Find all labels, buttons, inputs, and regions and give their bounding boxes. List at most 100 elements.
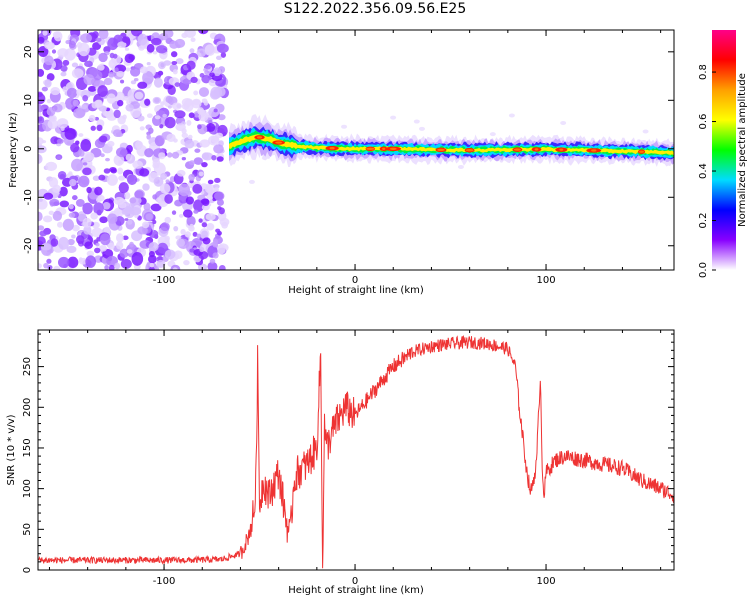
noise-blob	[118, 175, 126, 181]
noise-blob	[172, 69, 178, 75]
noise-blob	[50, 238, 59, 247]
noise-blob	[153, 176, 164, 187]
noise-blob	[139, 168, 150, 177]
noise-blob	[148, 127, 154, 134]
spectrogram-xlabel: Height of straight line (km)	[288, 285, 424, 296]
noise-blob	[212, 241, 219, 248]
noise-blob	[159, 183, 171, 194]
spectrogram-panel	[38, 30, 674, 270]
noise-blob	[68, 204, 74, 210]
noise-blob	[189, 223, 194, 229]
noise-blob	[152, 194, 158, 200]
signal-peak	[513, 148, 521, 151]
signal-peak	[275, 141, 283, 144]
noise-blob	[174, 82, 181, 87]
noise-blob	[149, 262, 155, 268]
snr-ytick-label: 200	[22, 398, 33, 417]
noise-blob	[186, 215, 196, 227]
noise-blob	[176, 169, 186, 177]
noise-blob	[216, 244, 226, 255]
signal-peak	[389, 147, 397, 150]
noise-blob	[107, 37, 119, 51]
noise-blob	[44, 41, 55, 50]
noise-blob	[48, 210, 54, 216]
noise-blob	[98, 30, 109, 40]
noise-blob	[73, 108, 86, 119]
noise-blob	[216, 156, 224, 162]
noise-blob	[78, 257, 83, 263]
noise-blob	[201, 204, 210, 211]
noise-blob	[46, 73, 55, 81]
noise-blob	[170, 51, 178, 58]
noise-blob	[130, 30, 143, 37]
snr-ytick-label: 150	[22, 438, 33, 457]
noise-blob	[198, 218, 203, 223]
chart-title: S122.2022.356.09.56.E25	[283, 1, 467, 17]
noise-blob	[105, 157, 110, 162]
colorbar	[712, 30, 736, 270]
noise-blob	[67, 256, 79, 269]
noise-blob	[62, 218, 74, 231]
noise-blob	[82, 167, 92, 176]
noise-blob	[173, 138, 178, 143]
noise-blob	[98, 52, 108, 63]
noise-blob	[215, 228, 221, 233]
colorbar-tick-label: 0.6	[698, 114, 709, 130]
noise-blob	[199, 246, 205, 253]
spectrogram-xtick-label: 0	[352, 275, 358, 286]
noise-blob	[489, 132, 496, 137]
noise-blob	[113, 109, 121, 119]
noise-blob	[112, 129, 122, 138]
noise-blob	[107, 213, 118, 224]
noise-blob	[107, 140, 115, 147]
noise-blob	[98, 135, 108, 143]
noise-blob	[94, 247, 101, 254]
noise-blob	[44, 79, 52, 88]
noise-blob	[176, 238, 186, 247]
noise-blob	[157, 242, 169, 254]
noise-blob	[52, 184, 61, 194]
noise-blob	[174, 110, 186, 119]
noise-blob	[190, 37, 196, 43]
noise-blob	[99, 233, 111, 246]
noise-blob	[142, 183, 150, 191]
noise-blob	[99, 216, 108, 224]
noise-blob	[141, 221, 150, 229]
noise-blob	[71, 62, 79, 68]
noise-blob	[124, 191, 131, 200]
noise-blob	[103, 226, 111, 235]
noise-blob	[65, 40, 71, 45]
noise-blob	[42, 215, 53, 223]
noise-blob	[201, 230, 208, 238]
noise-blob	[56, 155, 61, 160]
noise-blob	[341, 124, 348, 129]
noise-blob	[164, 116, 176, 129]
noise-blob	[143, 202, 151, 211]
snr-ytick-label: 50	[22, 523, 33, 536]
noise-blob	[191, 99, 202, 109]
noise-blob	[171, 60, 178, 66]
noise-blob	[56, 138, 64, 144]
colorbar-tick-label: 0.4	[698, 163, 709, 179]
snr-xlabel: Height of straight line (km)	[288, 585, 424, 596]
noise-blob	[188, 173, 195, 181]
noise-blob	[38, 137, 44, 146]
noise-blob	[137, 226, 148, 235]
colorbar-tick-label: 0.2	[698, 213, 709, 229]
noise-blob	[118, 182, 129, 194]
noise-blob	[119, 79, 125, 84]
noise-blob	[139, 126, 145, 131]
noise-blob	[52, 210, 63, 221]
noise-blob	[173, 250, 183, 260]
noise-blob	[192, 183, 203, 194]
noise-blob	[85, 255, 97, 268]
noise-blob	[124, 53, 135, 64]
noise-blob	[160, 101, 165, 107]
noise-blob	[152, 158, 161, 167]
noise-blob	[129, 241, 134, 248]
noise-blob	[72, 224, 80, 232]
spectrogram-ytick-label: -20	[23, 238, 34, 254]
noise-blob	[213, 187, 220, 193]
noise-blob	[88, 114, 96, 122]
